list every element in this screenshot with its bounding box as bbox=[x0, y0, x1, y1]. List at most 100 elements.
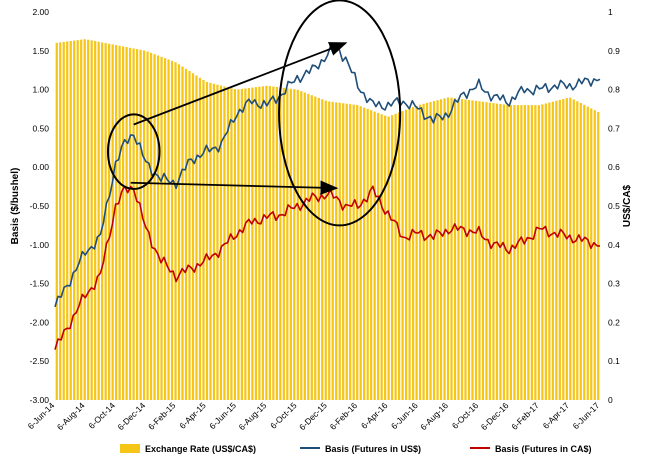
exchange-rate-bar bbox=[436, 100, 439, 400]
exchange-rate-bar bbox=[342, 103, 345, 400]
exchange-rate-bar bbox=[240, 88, 244, 401]
exchange-rate-bar bbox=[527, 105, 530, 401]
right-axis-tick-label: 0.4 bbox=[608, 240, 620, 250]
left-axis-tick-label: 1.00 bbox=[32, 85, 49, 95]
exchange-rate-bar bbox=[404, 109, 408, 400]
x-axis-tick-label: 6-Feb-17 bbox=[509, 400, 541, 432]
exchange-rate-bar bbox=[331, 101, 334, 400]
exchange-rate-bar bbox=[314, 96, 317, 400]
exchange-rate-bar bbox=[237, 89, 240, 400]
exchange-rate-bar bbox=[265, 85, 268, 400]
exchange-rate-bar bbox=[62, 41, 65, 401]
exchange-rate-bar bbox=[495, 103, 499, 401]
exchange-rate-bar bbox=[226, 87, 230, 401]
exchange-rate-bar bbox=[481, 101, 485, 400]
x-axis-tick-label: 6-Jun-16 bbox=[389, 400, 420, 431]
x-axis-tick-label: 6-Feb-15 bbox=[146, 400, 178, 432]
exchange-rate-bar bbox=[251, 87, 254, 400]
exchange-rate-bar bbox=[457, 98, 460, 400]
x-axis-tick-label: 6-Apr-15 bbox=[177, 400, 208, 431]
exchange-rate-bar bbox=[422, 103, 425, 400]
exchange-rate-bar bbox=[233, 89, 237, 401]
exchange-rate-bar bbox=[219, 85, 223, 400]
exchange-rate-bar bbox=[460, 99, 464, 400]
exchange-rate-bar bbox=[132, 48, 135, 400]
exchange-rate-bar bbox=[177, 64, 181, 400]
exchange-rate-bar bbox=[142, 50, 146, 401]
left-axis-tick-label: -2.00 bbox=[30, 317, 50, 327]
right-axis-title: US$/CA$ bbox=[622, 184, 633, 227]
exchange-rate-bar bbox=[352, 104, 355, 400]
exchange-rate-bar bbox=[551, 101, 554, 400]
exchange-rate-bar bbox=[244, 88, 247, 400]
left-axis-tick-label: 0.50 bbox=[32, 123, 49, 133]
exchange-rate-bar bbox=[537, 105, 540, 401]
exchange-rate-bar bbox=[394, 113, 397, 400]
exchange-rate-bar bbox=[83, 39, 86, 400]
exchange-rate-bar bbox=[146, 51, 149, 400]
exchange-rate-bar bbox=[59, 42, 62, 401]
exchange-rate-bar bbox=[391, 115, 394, 400]
exchange-rate-bar bbox=[163, 58, 167, 400]
exchange-rate-bar bbox=[212, 83, 216, 400]
annotation-arrow bbox=[133, 42, 348, 126]
exchange-rate-bar bbox=[544, 103, 547, 400]
left-axis-tick-label: 2.00 bbox=[32, 7, 49, 17]
exchange-rate-bar bbox=[303, 92, 306, 400]
exchange-rate-bar bbox=[418, 104, 422, 401]
exchange-rate-bar bbox=[370, 110, 373, 401]
exchange-rate-bar bbox=[188, 71, 191, 401]
exchange-rate-bar bbox=[286, 88, 289, 400]
exchange-rate-bar bbox=[345, 103, 348, 400]
right-axis-tick-label: 0 bbox=[608, 395, 613, 405]
x-axis-tick-label: 6-Dec-16 bbox=[479, 400, 511, 432]
exchange-rate-bar bbox=[401, 111, 404, 400]
exchange-rate-bar bbox=[453, 98, 457, 401]
left-axis-tick-label: 0.00 bbox=[32, 162, 49, 172]
exchange-rate-bar bbox=[87, 39, 90, 400]
right-axis-tick-label: 1 bbox=[608, 7, 613, 17]
exchange-rate-bar bbox=[55, 42, 58, 400]
right-axis-tick-label: 0.7 bbox=[608, 123, 620, 133]
exchange-rate-bar bbox=[69, 41, 72, 400]
exchange-rate-bar bbox=[499, 104, 502, 400]
exchange-rate-bar bbox=[425, 102, 429, 400]
exchange-rate-bar bbox=[523, 105, 527, 401]
exchange-rate-bar bbox=[432, 101, 436, 400]
left-axis-tick-label: -1.00 bbox=[30, 240, 50, 250]
exchange-rate-bar bbox=[317, 97, 320, 400]
left-axis-tick-label: -0.50 bbox=[30, 201, 50, 211]
exchange-rate-bar bbox=[471, 100, 474, 401]
exchange-rate-bar bbox=[380, 114, 383, 401]
right-axis-tick-label: 0.1 bbox=[608, 356, 620, 366]
exchange-rate-bar bbox=[149, 52, 153, 401]
x-axis-tick-label: 6-Aug-16 bbox=[418, 400, 450, 432]
exchange-rate-bar bbox=[279, 87, 282, 400]
exchange-rate-bar bbox=[216, 84, 219, 401]
exchange-rate-bar bbox=[135, 49, 139, 401]
exchange-rate-bar bbox=[415, 105, 418, 400]
exchange-rate-bar bbox=[548, 102, 551, 400]
exchange-rate-bar bbox=[384, 115, 387, 400]
exchange-rate-bar bbox=[198, 77, 202, 401]
exchange-rate-bar bbox=[562, 99, 565, 400]
exchange-rate-bar bbox=[485, 102, 488, 401]
exchange-rate-bar bbox=[76, 40, 79, 400]
exchange-rate-bar bbox=[576, 101, 579, 401]
legend-label: Basis (Futures in CA$) bbox=[495, 444, 592, 454]
x-axis-tick-label: 6-Jun-15 bbox=[207, 400, 238, 431]
exchange-rate-bar bbox=[534, 105, 537, 401]
exchange-rate-bar bbox=[593, 110, 596, 400]
exchange-rate-bar bbox=[202, 79, 205, 400]
exchange-rate-bar bbox=[502, 104, 506, 400]
exchange-rate-bar bbox=[324, 100, 327, 400]
exchange-rate-bar bbox=[366, 108, 369, 401]
right-axis-tick-label: 0.2 bbox=[608, 317, 620, 327]
exchange-rate-bar bbox=[583, 104, 586, 400]
x-axis-tick-label: 6-Oct-16 bbox=[450, 400, 481, 431]
exchange-rate-bar bbox=[590, 108, 593, 401]
exchange-rate-bar bbox=[289, 88, 292, 400]
exchange-rate-bar bbox=[101, 42, 104, 400]
x-axis-tick-label: 6-Dec-14 bbox=[115, 400, 147, 432]
legend-label: Basis (Futures in US$) bbox=[325, 444, 421, 454]
